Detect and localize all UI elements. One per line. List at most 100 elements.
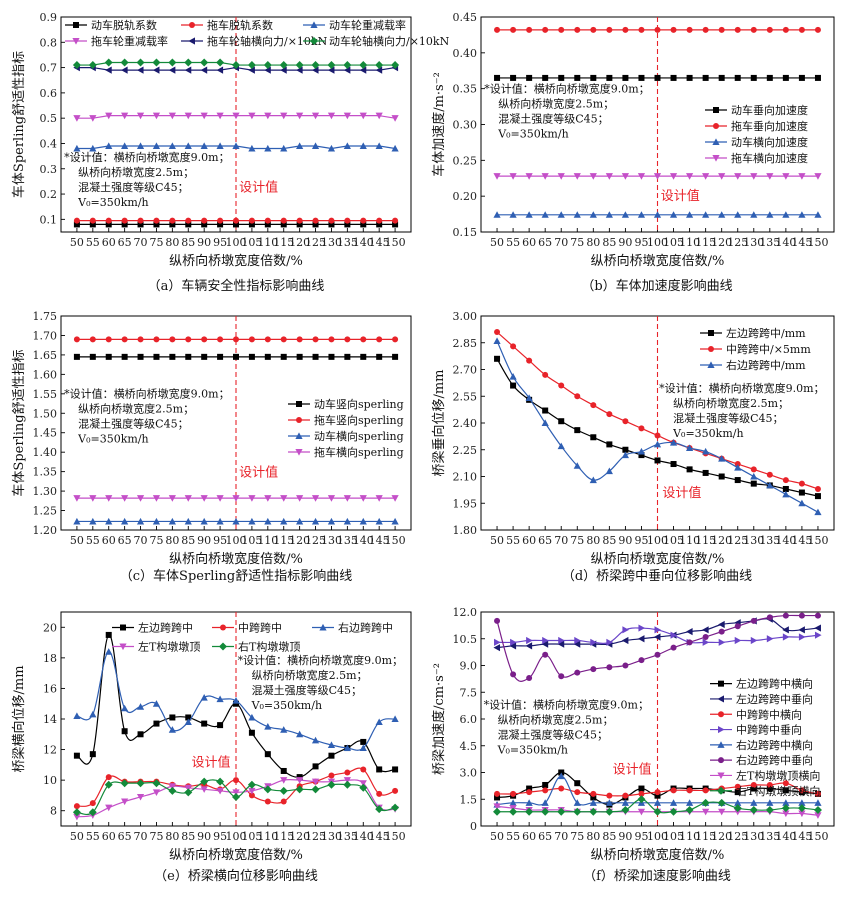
data-point <box>734 26 741 33</box>
data-point <box>248 517 256 525</box>
y-tick-label: 0.40 <box>453 47 478 60</box>
y-axis-label: 车体Sperling舒适性指标 <box>11 349 27 496</box>
y-tick-label: 1.35 <box>33 466 58 479</box>
x-tick-label: 85 <box>602 236 616 249</box>
x-tick-label: 65 <box>538 534 552 547</box>
data-point <box>360 738 367 745</box>
legend-label: 拖车横向sperling <box>314 445 404 459</box>
data-point <box>653 211 662 218</box>
y-tick-label: 0.20 <box>453 190 478 203</box>
legend-label: 动车竖向sperling <box>314 397 404 411</box>
data-point <box>73 517 81 525</box>
data-point <box>493 337 501 344</box>
data-point <box>686 787 693 794</box>
x-tick-label: 70 <box>134 236 148 249</box>
data-point <box>766 781 773 788</box>
x-axis-label: 纵桥向桥墩宽度倍数/% <box>169 551 303 567</box>
data-point <box>89 353 96 360</box>
data-point <box>121 217 128 224</box>
data-point <box>558 74 565 81</box>
data-point <box>573 807 582 816</box>
data-point <box>558 26 565 33</box>
y-tick-label: 2.70 <box>453 364 478 377</box>
legend-marker <box>295 449 303 456</box>
legend-item: 左边跨跨中横向 <box>710 677 813 691</box>
legend-marker <box>189 22 195 28</box>
data-point <box>105 221 112 228</box>
data-point <box>359 61 368 70</box>
x-tick-label: 60 <box>102 534 116 547</box>
data-point <box>637 447 646 455</box>
data-point <box>621 173 630 180</box>
x-tick-label: 115 <box>273 236 294 249</box>
x-tick-label: 135 <box>759 534 780 547</box>
data-point <box>557 807 566 816</box>
data-point <box>669 439 678 446</box>
data-point <box>541 799 549 806</box>
data-point <box>343 495 351 502</box>
legend-label: 左边跨跨中/mm <box>726 327 806 340</box>
x-tick-label: 90 <box>197 534 211 547</box>
data-point <box>121 112 129 120</box>
y-tick-label: 0.3 <box>40 163 58 176</box>
data-point <box>526 785 533 792</box>
data-point <box>89 221 96 228</box>
x-tick-label: 80 <box>165 534 179 547</box>
data-point <box>168 66 176 74</box>
data-point <box>248 112 256 120</box>
legend-label: 左T构墩墩顶横向 <box>736 768 820 782</box>
data-point <box>782 477 789 484</box>
data-point <box>184 784 192 792</box>
x-tick-label: 60 <box>522 830 536 843</box>
data-point <box>782 633 790 641</box>
legend-item: 拖车横向加速度 <box>705 151 808 165</box>
x-tick-label: 125 <box>305 534 326 547</box>
legend-item: 左T构墩墩顶横向 <box>710 768 820 782</box>
data-point <box>766 26 773 33</box>
legend-marker <box>717 695 724 703</box>
data-point <box>232 142 240 149</box>
x-tick-label: 90 <box>197 830 211 843</box>
data-point <box>328 221 335 228</box>
data-point <box>605 807 614 816</box>
data-point <box>542 636 549 645</box>
data-point <box>798 633 806 641</box>
data-point <box>360 353 367 360</box>
data-point <box>89 800 96 807</box>
data-point <box>311 112 320 120</box>
legend-item: 拖车轮重减载率 <box>65 34 168 48</box>
data-point <box>686 639 693 646</box>
data-point <box>137 217 144 224</box>
x-tick-label: 85 <box>602 534 616 547</box>
y-tick-label: 1.30 <box>33 485 58 498</box>
x-tick-label: 150 <box>807 830 828 843</box>
data-point <box>105 142 113 149</box>
data-point <box>718 455 726 462</box>
x-tick-label: 115 <box>273 830 294 843</box>
x-tick-label: 120 <box>289 534 310 547</box>
data-point <box>494 355 501 362</box>
data-point <box>343 744 351 752</box>
series-4 <box>73 777 399 821</box>
annotation: *设计值：横桥向桥墩宽度9.0m；纵桥向桥墩宽度2.5m；混凝土强度等级C45；… <box>238 653 403 712</box>
x-tick-label: 100 <box>226 534 247 547</box>
legend-label: 动车横向sperling <box>314 429 404 443</box>
x-tick-label: 110 <box>257 236 278 249</box>
data-point <box>573 462 581 469</box>
chart-panel-c: 50 55 60 65 70 75 80 85 90 9510010511011512012513… <box>11 310 412 584</box>
data-point <box>137 353 144 360</box>
data-point <box>542 787 549 794</box>
data-point <box>622 792 629 799</box>
data-point <box>605 799 613 806</box>
x-tick-label: 50 <box>490 534 504 547</box>
data-point <box>264 798 271 805</box>
legend-item: 动车脱轨系数 <box>65 18 157 32</box>
data-point <box>702 633 709 640</box>
data-point <box>232 517 240 525</box>
data-point <box>264 495 272 502</box>
data-point <box>280 353 287 360</box>
y-tick-label: 7.5 <box>460 686 478 699</box>
series-8 <box>493 795 822 816</box>
annotation-line: 混凝土强度等级C45； <box>498 727 608 741</box>
data-point <box>574 669 581 676</box>
